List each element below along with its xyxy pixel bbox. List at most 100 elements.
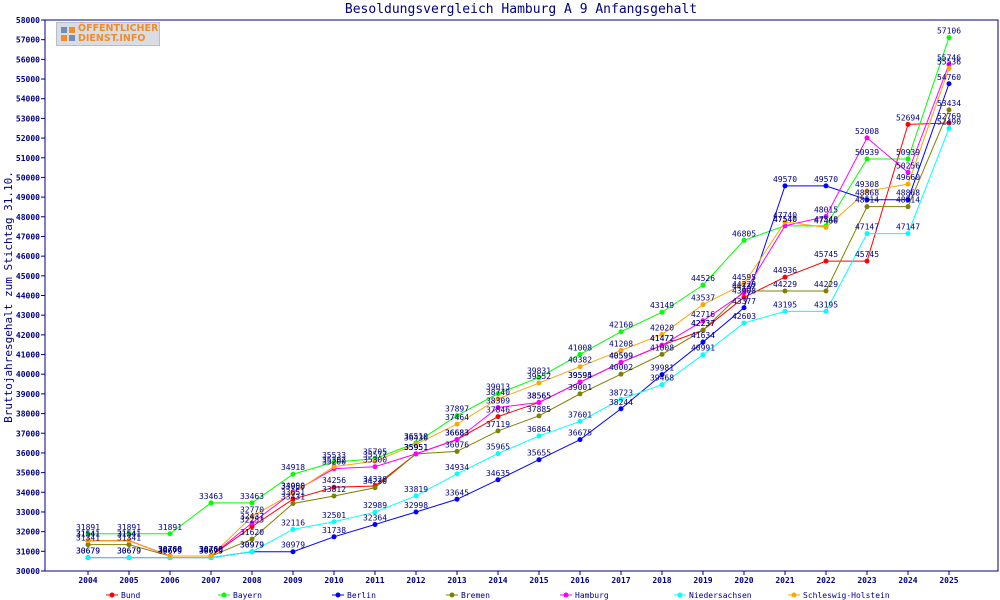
data-point-bayern xyxy=(290,471,296,477)
data-label-bremen: 42237 xyxy=(691,319,715,328)
legend-label-hamburg: Hamburg xyxy=(575,591,609,600)
data-label-schleswig-holstein: 49308 xyxy=(855,180,879,189)
data-point-bremen xyxy=(782,288,788,294)
y-tick-label: 33000 xyxy=(16,508,40,517)
data-label-bund: 33651 xyxy=(281,488,305,497)
data-label-hamburg: 31541 xyxy=(76,530,100,539)
data-point-bayern xyxy=(208,500,214,506)
data-label-hamburg: 42716 xyxy=(691,310,715,319)
data-point-bund xyxy=(331,484,337,490)
data-label-bund: 52769 xyxy=(937,112,961,121)
chart-title: Besoldungsvergleich Hamburg A 9 Anfangsg… xyxy=(345,2,697,17)
data-label-bayern: 43149 xyxy=(650,301,674,310)
y-tick-label: 48000 xyxy=(16,213,40,222)
data-point-berlin xyxy=(618,406,624,412)
data-label-bayern: 35705 xyxy=(363,448,387,457)
data-point-niedersachsen xyxy=(495,451,501,457)
series-line-schleswig-holstein xyxy=(88,68,950,557)
data-point-bremen xyxy=(864,204,870,210)
data-point-hamburg xyxy=(823,213,829,219)
data-label-hamburg: 30760 xyxy=(199,545,223,554)
data-point-niedersachsen xyxy=(85,555,91,561)
y-tick-label: 31000 xyxy=(16,547,40,556)
x-tick-label: 2005 xyxy=(119,576,138,585)
data-label-berlin: 48868 xyxy=(896,189,920,198)
legend-label-schleswig-holstein: Schleswig-Holstein xyxy=(803,591,890,600)
axes: 30000 31000 32000 33000 34000 35000 36000 37000… xyxy=(16,16,959,585)
data-label-bayern: 50939 xyxy=(896,148,920,157)
legend-marker-bremen xyxy=(449,592,455,598)
data-point-berlin xyxy=(331,534,337,540)
data-label-bayern: 39013 xyxy=(486,383,510,392)
x-tick-label: 2019 xyxy=(693,576,712,585)
data-label-berlin: 30679 xyxy=(158,547,182,556)
data-label-schleswig-holstein: 33956 xyxy=(281,482,305,491)
data-point-niedersachsen xyxy=(946,125,952,131)
data-point-berlin xyxy=(577,437,583,443)
data-point-schleswig-holstein xyxy=(864,188,870,194)
data-label-schleswig-holstein: 42020 xyxy=(650,323,674,332)
data-label-hamburg: 50256 xyxy=(896,161,920,170)
logo-mark-icon xyxy=(61,27,75,41)
data-label-hamburg: 41472 xyxy=(650,334,674,343)
data-point-hamburg xyxy=(413,451,419,457)
data-point-niedersachsen xyxy=(864,231,870,237)
data-label-berlin: 36675 xyxy=(568,429,592,438)
data-point-niedersachsen xyxy=(741,320,747,326)
data-point-bremen xyxy=(659,351,665,357)
data-label-bund: 30760 xyxy=(199,545,223,554)
legend-marker-bund xyxy=(109,592,115,598)
data-label-bayern: 34918 xyxy=(281,463,305,472)
data-label-bund: 30760 xyxy=(158,545,182,554)
data-label-bund: 42237 xyxy=(691,319,715,328)
data-point-bayern xyxy=(659,309,665,315)
y-tick-label: 36000 xyxy=(16,449,40,458)
data-point-bund xyxy=(823,258,829,264)
x-tick-label: 2004 xyxy=(78,576,97,585)
data-label-hamburg: 55746 xyxy=(937,53,961,62)
data-point-berlin xyxy=(864,197,870,203)
data-label-berlin: 30679 xyxy=(76,547,100,556)
legend-label-niedersachsen: Niedersachsen xyxy=(689,591,752,600)
data-point-bremen xyxy=(700,327,706,333)
data-label-bund: 45745 xyxy=(814,250,838,259)
data-point-hamburg xyxy=(946,61,952,67)
data-label-bund: 39594 xyxy=(568,371,592,380)
y-tick-label: 43000 xyxy=(16,311,40,320)
data-point-hamburg xyxy=(372,464,378,470)
data-point-bayern xyxy=(495,391,501,397)
data-label-schleswig-holstein: 30760 xyxy=(199,545,223,554)
legend-marker-schleswig-holstein xyxy=(791,592,797,598)
data-label-berlin: 35655 xyxy=(527,449,551,458)
data-label-hamburg: 35200 xyxy=(322,458,346,467)
x-tick-label: 2015 xyxy=(529,576,548,585)
data-point-berlin xyxy=(413,509,419,515)
data-label-bremen: 37885 xyxy=(527,405,551,414)
data-point-hamburg xyxy=(495,404,501,410)
x-tick-label: 2018 xyxy=(652,576,671,585)
x-tick-label: 2010 xyxy=(324,576,343,585)
data-label-hamburg: 35951 xyxy=(404,443,428,452)
data-label-hamburg: 32437 xyxy=(240,512,264,521)
data-point-bund xyxy=(864,258,870,264)
data-label-hamburg: 35300 xyxy=(363,456,387,465)
data-point-niedersachsen xyxy=(454,471,460,477)
data-label-bayern: 42160 xyxy=(609,321,633,330)
x-tick-label: 2013 xyxy=(447,576,466,585)
y-tick-label: 45000 xyxy=(16,272,40,281)
data-point-bremen xyxy=(331,493,337,499)
data-point-niedersachsen xyxy=(413,493,419,499)
data-label-berlin: 43377 xyxy=(732,297,756,306)
data-label-bayern: 57106 xyxy=(937,27,961,36)
data-point-bund xyxy=(290,496,296,502)
legend-marker-bayern xyxy=(221,592,227,598)
data-label-bremen: 31341 xyxy=(76,534,100,543)
data-point-bremen xyxy=(946,107,952,113)
data-point-bayern xyxy=(249,500,255,506)
data-label-schleswig-holstein: 41208 xyxy=(609,339,633,348)
data-point-schleswig-holstein xyxy=(331,464,337,470)
y-tick-label: 52000 xyxy=(16,134,40,143)
y-tick-label: 42000 xyxy=(16,331,40,340)
x-tick-label: 2021 xyxy=(775,576,794,585)
